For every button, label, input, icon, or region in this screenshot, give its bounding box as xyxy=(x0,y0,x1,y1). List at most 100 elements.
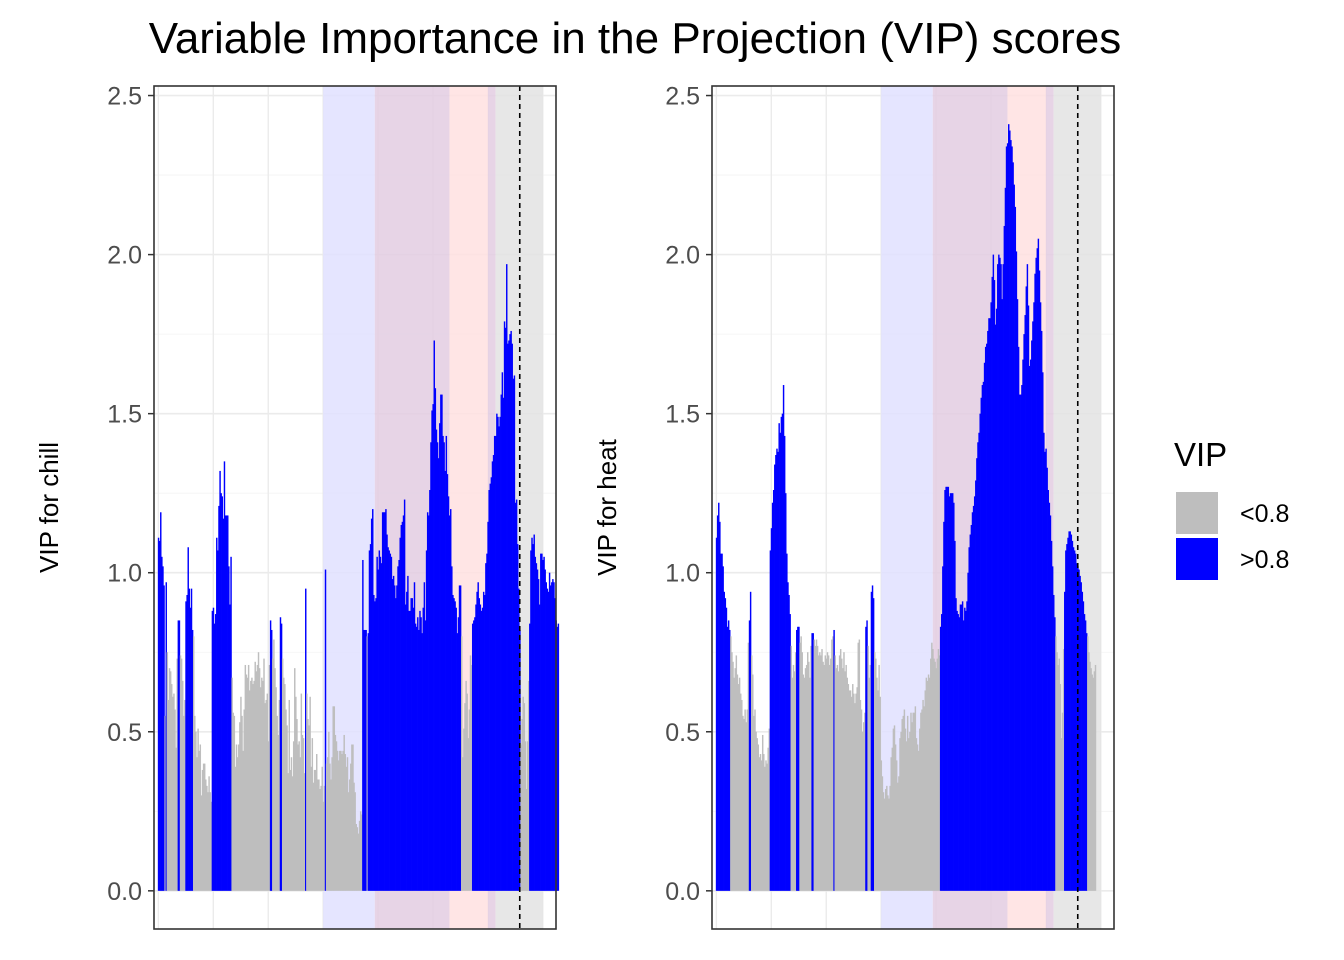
bar xyxy=(286,725,288,891)
bar xyxy=(800,636,802,891)
bar xyxy=(937,649,940,891)
bar xyxy=(1053,594,1055,891)
bar xyxy=(303,773,306,891)
bar xyxy=(523,703,526,891)
bar xyxy=(247,664,250,891)
bar xyxy=(410,598,412,891)
bar xyxy=(256,664,259,891)
bar xyxy=(166,652,169,891)
bar xyxy=(392,575,395,891)
bar xyxy=(330,779,332,891)
y-axis-title: VIP for heat xyxy=(592,438,622,576)
bar xyxy=(721,553,723,891)
bar xyxy=(379,556,382,891)
y-tick-label: 2.0 xyxy=(107,242,142,270)
bar xyxy=(198,750,200,891)
bar xyxy=(755,731,757,891)
bar xyxy=(763,754,765,891)
bar xyxy=(488,490,490,891)
bar xyxy=(535,563,538,891)
bar xyxy=(173,693,175,891)
bar xyxy=(938,655,941,891)
bar xyxy=(826,652,829,891)
bar xyxy=(734,668,736,891)
bar xyxy=(1082,601,1085,891)
bar xyxy=(267,741,270,891)
bar xyxy=(858,639,861,891)
bar xyxy=(275,687,277,891)
bar xyxy=(443,442,445,891)
bar xyxy=(1088,652,1090,891)
bar xyxy=(1001,299,1003,891)
bar xyxy=(1011,146,1013,891)
bar xyxy=(190,588,193,891)
bar xyxy=(543,556,545,891)
bar xyxy=(819,652,821,891)
bar xyxy=(554,598,556,891)
bar xyxy=(941,614,943,891)
bar xyxy=(311,738,314,891)
bar xyxy=(367,633,370,891)
bar xyxy=(182,680,184,891)
bar xyxy=(998,254,1000,891)
bar xyxy=(227,515,229,891)
bar xyxy=(419,610,421,891)
bar xyxy=(500,394,502,891)
bar xyxy=(1085,633,1088,891)
bar xyxy=(269,620,272,891)
bar xyxy=(901,719,903,891)
bar xyxy=(954,540,956,891)
bar xyxy=(1072,547,1075,891)
bar xyxy=(466,693,468,891)
bar xyxy=(1023,334,1025,891)
bar xyxy=(769,550,772,891)
bar xyxy=(969,534,972,891)
bar xyxy=(358,820,361,891)
bar xyxy=(309,696,311,891)
bar xyxy=(176,658,178,891)
bar xyxy=(313,769,316,891)
bar xyxy=(433,340,435,891)
bar xyxy=(294,668,296,891)
bar xyxy=(1051,566,1054,891)
bar xyxy=(501,372,504,891)
bar xyxy=(777,451,779,891)
bar xyxy=(228,566,230,891)
bar xyxy=(1093,671,1096,891)
bar xyxy=(816,645,819,891)
bar xyxy=(268,664,271,891)
bar xyxy=(205,779,207,891)
bar xyxy=(866,620,868,891)
bar xyxy=(1057,664,1059,891)
bar xyxy=(1020,394,1022,891)
bar xyxy=(1079,575,1081,891)
bar xyxy=(1018,394,1021,891)
bar xyxy=(230,556,232,891)
bar xyxy=(339,750,341,891)
bar xyxy=(782,385,785,891)
bar xyxy=(1024,315,1026,891)
bar xyxy=(261,677,263,891)
bar xyxy=(722,566,724,891)
bar xyxy=(801,652,803,891)
bar xyxy=(825,658,828,891)
bar xyxy=(279,617,282,891)
bar xyxy=(383,512,385,891)
bar xyxy=(216,537,218,891)
bar xyxy=(373,594,375,891)
bar xyxy=(509,334,511,891)
bar xyxy=(474,617,476,891)
bar xyxy=(452,594,454,891)
bar xyxy=(1029,359,1032,891)
bar xyxy=(977,442,979,891)
bar xyxy=(1066,544,1068,891)
bar xyxy=(503,321,506,891)
bar xyxy=(947,486,950,891)
bar xyxy=(754,709,756,891)
bar xyxy=(160,512,162,891)
legend-label: >0.8 xyxy=(1240,546,1289,574)
bar xyxy=(491,461,494,891)
bar xyxy=(1040,330,1043,891)
bar xyxy=(319,789,321,891)
bar xyxy=(531,537,533,891)
